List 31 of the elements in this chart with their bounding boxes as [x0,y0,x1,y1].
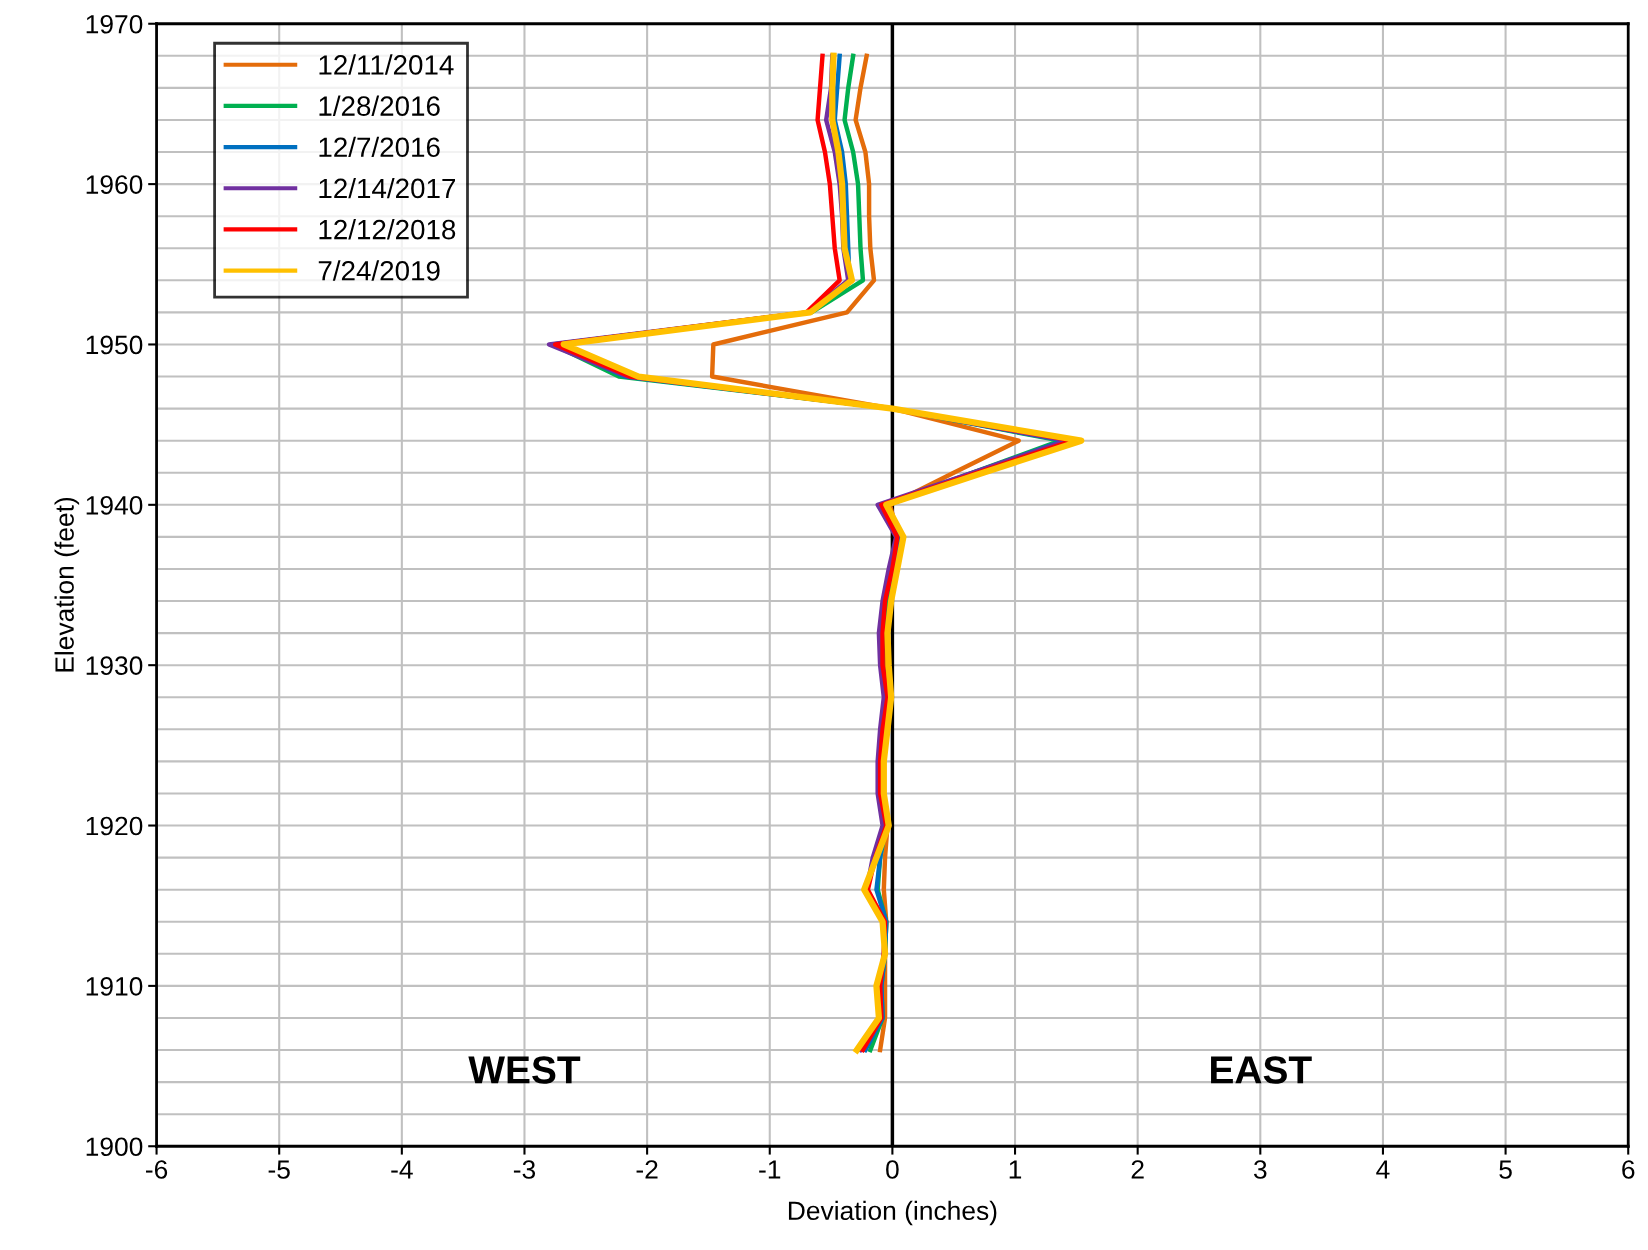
x-axis-title: Deviation (inches) [788,1200,997,1226]
legend-label: 12/11/2014 [319,54,454,75]
y-tick-label: 1970 [86,14,143,34]
x-tick-label: -2 [636,1160,658,1179]
x-tick-label: 0 [886,1160,899,1179]
x-tick-label: 3 [1253,1160,1267,1179]
x-tick-label: 4 [1376,1160,1390,1179]
annotation: WEST [468,1056,581,1084]
x-tick-label: -5 [268,1160,290,1179]
y-tick-label: 1900 [86,1137,143,1157]
y-axis-title: Elevation (feet) [54,497,80,672]
legend-label: 12/12/2018 [319,219,456,240]
y-tick-label: 1920 [86,816,143,836]
legend-label: 1/28/2016 [319,95,440,116]
y-tick-label: 1950 [86,335,143,355]
legend-label: 12/7/2016 [319,136,440,158]
x-tick-label: -3 [513,1160,536,1179]
x-tick-label: 2 [1131,1160,1144,1179]
x-tick-label: 1 [1009,1160,1022,1179]
legend-label: 12/14/2017 [319,177,456,199]
x-tick-label: 6 [1622,1160,1635,1179]
legend-label: 7/24/2019 [318,260,440,281]
x-tick-label: -1 [759,1160,781,1179]
annotation: EAST [1211,1056,1312,1084]
y-tick-label: 1940 [86,495,143,515]
x-tick-label: 5 [1499,1160,1512,1179]
y-tick-label: 1960 [86,175,143,194]
x-tick-label: -4 [391,1160,413,1179]
y-tick-label: 1910 [86,977,143,996]
y-tick-label: 1930 [86,656,143,675]
x-tick-label: -6 [146,1160,168,1179]
